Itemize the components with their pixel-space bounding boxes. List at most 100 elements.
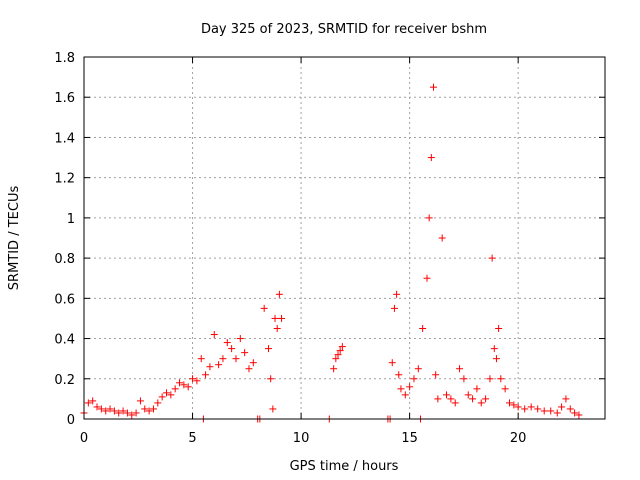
data-point	[575, 411, 583, 419]
y-tick-label: 0.2	[54, 373, 75, 388]
data-point	[223, 339, 231, 347]
data-point	[338, 343, 346, 351]
data-point	[447, 395, 455, 403]
data-point	[273, 325, 281, 332]
data-point	[180, 381, 188, 389]
x-tick-label: 15	[401, 431, 418, 446]
data-point	[206, 363, 214, 371]
data-point	[275, 290, 283, 298]
data-point	[397, 385, 405, 393]
data-point	[162, 389, 170, 397]
data-point	[158, 393, 166, 401]
data-point	[534, 405, 542, 413]
data-point	[393, 290, 401, 298]
data-point	[171, 385, 179, 393]
data-point	[566, 405, 574, 413]
data-point	[102, 407, 110, 415]
data-point	[110, 407, 118, 415]
data-point	[464, 391, 472, 399]
data-point	[189, 375, 197, 383]
data-point	[267, 375, 275, 383]
data-point	[414, 365, 422, 373]
data-point	[260, 304, 268, 312]
data-point	[269, 405, 277, 413]
data-point	[558, 403, 566, 411]
data-point	[477, 399, 485, 407]
data-point	[236, 335, 244, 343]
data-point	[425, 214, 433, 222]
plot-frame	[83, 56, 606, 420]
data-point	[456, 365, 464, 373]
data-point	[423, 274, 431, 282]
data-point	[410, 375, 418, 383]
y-tick-label: 0.8	[54, 252, 75, 267]
data-point	[406, 383, 414, 391]
data-point	[438, 234, 446, 242]
x-tick-label: 5	[188, 431, 196, 446]
y-tick-label: 1.6	[54, 91, 75, 106]
data-point	[193, 377, 201, 385]
data-point	[249, 359, 257, 367]
data-point	[482, 395, 490, 403]
data-point	[521, 405, 529, 413]
y-tick-label: 0	[67, 413, 75, 428]
data-point	[149, 405, 157, 413]
y-tick-label: 1.4	[54, 131, 75, 146]
data-point	[336, 347, 344, 355]
data-point	[265, 345, 273, 353]
x-tick-label: 10	[293, 431, 310, 446]
data-point	[553, 409, 561, 417]
data-point	[119, 407, 127, 415]
data-point	[432, 371, 440, 379]
data-point	[89, 397, 97, 405]
data-point	[197, 355, 205, 363]
data-point	[390, 304, 398, 312]
data-point	[490, 345, 498, 353]
data-point	[473, 385, 481, 393]
data-point	[562, 395, 570, 403]
data-point	[278, 314, 286, 322]
data-point	[136, 397, 144, 405]
data-point	[443, 391, 451, 399]
data-point	[93, 403, 101, 411]
data-point	[334, 351, 342, 359]
data-point	[486, 375, 494, 383]
data-point	[527, 403, 535, 411]
data-point	[495, 325, 503, 332]
data-point	[132, 409, 140, 417]
data-point	[488, 254, 496, 262]
data-point	[184, 383, 192, 391]
y-tick-label: 1.2	[54, 172, 75, 187]
data-point	[128, 411, 136, 419]
data-point	[505, 399, 513, 407]
data-point	[451, 399, 459, 407]
data-point	[571, 409, 579, 417]
data-point	[97, 405, 105, 413]
data-point	[501, 385, 509, 393]
grid	[84, 57, 605, 419]
x-tick-label: 0	[80, 431, 88, 446]
data-point	[215, 361, 223, 369]
data-point	[115, 409, 123, 417]
data-point	[419, 325, 427, 332]
data-point	[395, 371, 403, 379]
data-point	[210, 331, 218, 339]
data-point	[219, 355, 227, 363]
data-point	[427, 154, 435, 162]
data-point	[330, 365, 338, 373]
data-point	[202, 371, 210, 379]
y-tick-label: 1	[67, 212, 75, 227]
data-point	[469, 395, 477, 403]
data-point	[460, 375, 468, 383]
data-point	[401, 391, 409, 399]
data-point	[540, 407, 548, 415]
data-point	[547, 407, 555, 415]
data-point	[141, 405, 149, 413]
data-point	[497, 375, 505, 383]
data-point	[388, 359, 396, 367]
data-points	[80, 83, 583, 423]
data-point	[245, 365, 253, 373]
x-axis-label: GPS time / hours	[290, 459, 399, 474]
data-point	[84, 399, 92, 407]
